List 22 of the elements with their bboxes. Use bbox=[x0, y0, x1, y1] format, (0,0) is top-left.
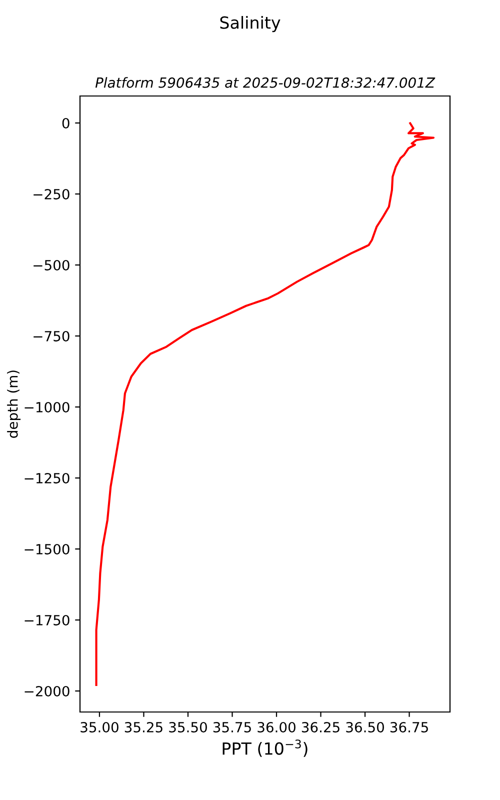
chart-title: Salinity bbox=[220, 16, 280, 32]
line-series bbox=[95, 122, 435, 686]
x-tick-label: 35.50 bbox=[169, 722, 207, 732]
x-tick-label: 35.75 bbox=[213, 722, 251, 732]
y-tick-label: 0 bbox=[62, 118, 70, 128]
y-tick-label: −250 bbox=[34, 188, 70, 200]
y-tick-label: −1500 bbox=[24, 544, 70, 554]
y-tick-label: −500 bbox=[34, 260, 70, 270]
x-tick-label: 36.50 bbox=[346, 722, 384, 732]
x-tick-label: 36.25 bbox=[302, 722, 340, 732]
x-tick-label: 36.75 bbox=[390, 722, 428, 732]
y-tick-label: −750 bbox=[34, 330, 70, 342]
y-tick-label: −1000 bbox=[24, 402, 70, 412]
y-tick-label: −1250 bbox=[24, 472, 70, 484]
x-tick-label: 36.00 bbox=[258, 722, 296, 732]
chart-subtitle: Platform 5906435 at 2025-09-02T18:32:47.001Z bbox=[95, 77, 436, 88]
x-axis-title: PPT (10$^{−3}$) bbox=[222, 740, 308, 757]
y-axis-title: depth (m) bbox=[7, 370, 21, 438]
y-tick-label: −2000 bbox=[24, 686, 70, 696]
x-tick-label: 35.00 bbox=[80, 722, 118, 732]
y-tick-label: −1750 bbox=[24, 614, 70, 626]
x-tick-label: 35.25 bbox=[124, 722, 162, 732]
